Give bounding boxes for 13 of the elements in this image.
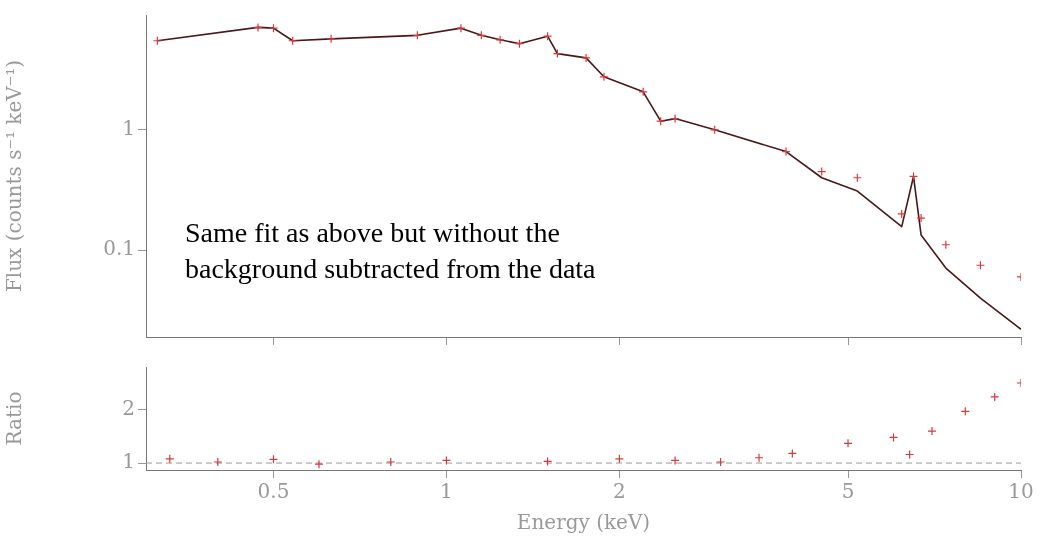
- y-axis-title: Ratio: [2, 391, 27, 446]
- y-tick-label: 2: [122, 395, 135, 420]
- x-tick-label: 2: [613, 479, 626, 504]
- x-tick-label: 1: [440, 479, 453, 504]
- y-tick-label: 1: [122, 449, 135, 474]
- x-tick-label: 5: [841, 479, 855, 504]
- annotation: Same fit as above but without the background subtracted from the data: [185, 216, 597, 286]
- y-tick-label: 1: [122, 116, 135, 141]
- y-tick-label: 0.1: [103, 236, 135, 261]
- x-axis-title: Energy (keV): [516, 510, 651, 535]
- y-axis-title: Flux (counts s⁻¹ keV⁻¹): [2, 59, 27, 293]
- x-tick-label: 10: [1008, 479, 1034, 504]
- x-tick-label: 0.5: [257, 479, 290, 504]
